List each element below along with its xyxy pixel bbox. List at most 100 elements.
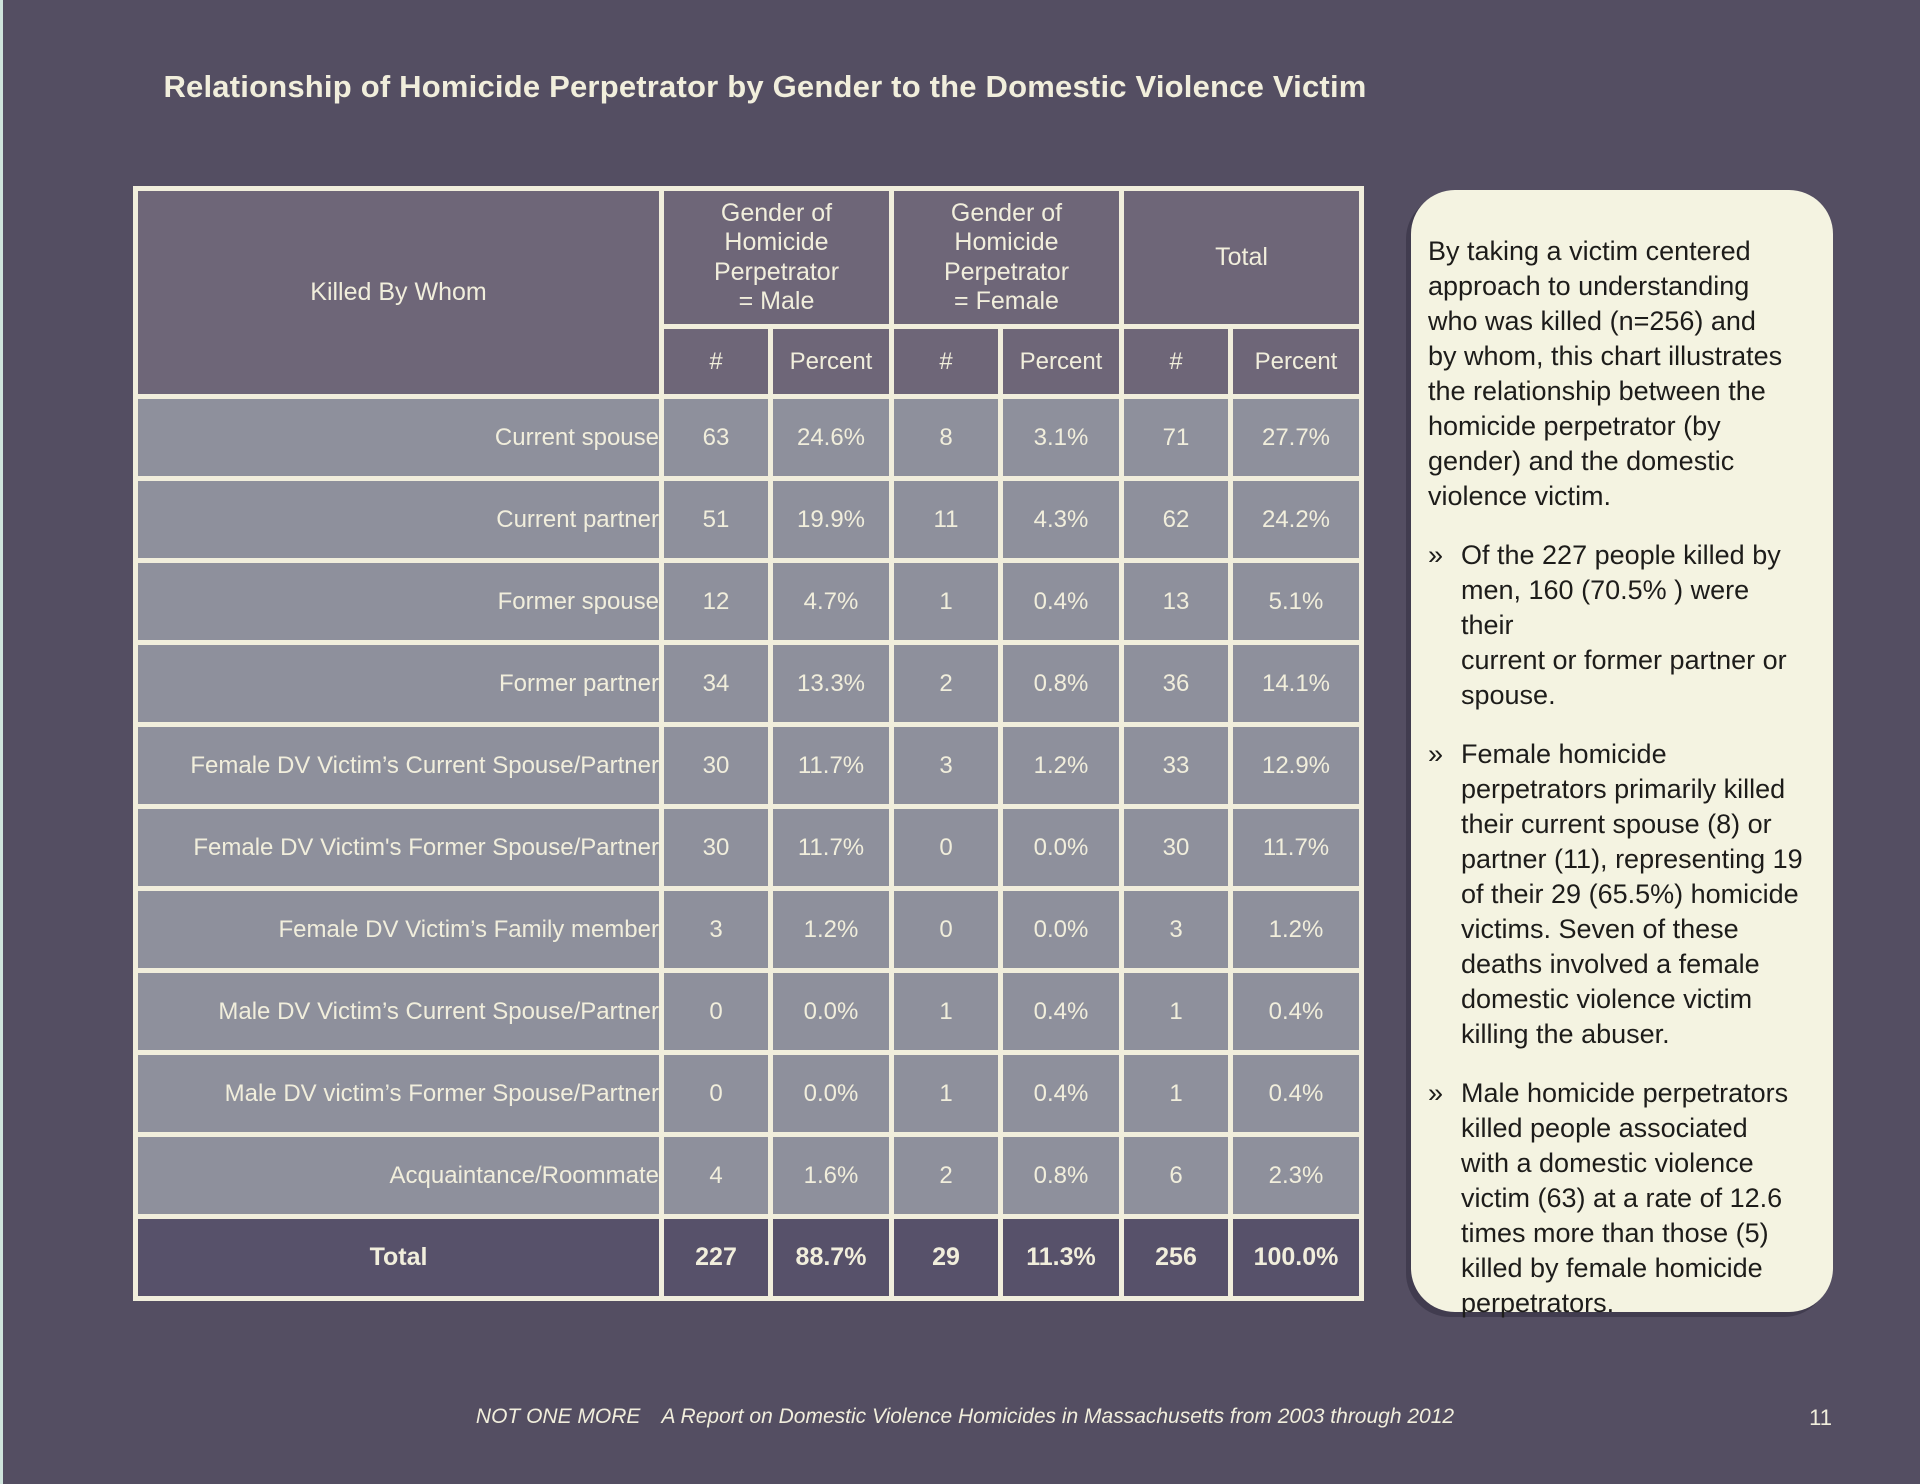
cell-male-pct: 11.7%	[768, 722, 894, 809]
table-row: Female DV Victim's Former Spouse/Partner…	[133, 804, 1364, 891]
cell-male-n: 34	[659, 640, 773, 727]
col-header-male-group: Gender of Homicide Perpetrator = Male	[659, 186, 894, 329]
cell-female-pct: 0.0%	[998, 804, 1124, 891]
row-label: Current partner	[133, 476, 664, 563]
cell-male-n: 0	[659, 1050, 773, 1137]
cell-total-pct: 2.3%	[1228, 1132, 1364, 1219]
row-label: Female DV Victim's Former Spouse/Partner	[133, 804, 664, 891]
footer-report-title: A Report on Domestic Violence Homicides …	[661, 1405, 1455, 1428]
total-label: Total	[133, 1214, 664, 1301]
cell-male-pct: 11.7%	[768, 804, 894, 891]
cell-female-pct: 0.8%	[998, 640, 1124, 727]
table-row: Former spouse 12 4.7% 1 0.4% 13 5.1%	[133, 558, 1364, 645]
cell-female-n: 3	[889, 722, 1003, 809]
cell-female-pct: 0.8%	[998, 1132, 1124, 1219]
header-sub-row: # Percent # Percent # Percent	[136, 324, 1364, 399]
cell-male-pct: 13.3%	[768, 640, 894, 727]
cell-female-n: 2	[889, 640, 1003, 727]
cell-female-n: 1	[889, 1050, 1003, 1137]
col-header-male-count: #	[659, 324, 773, 399]
cell-male-n: 30	[659, 804, 773, 891]
cell-female-pct: 0.4%	[998, 1050, 1124, 1137]
cell-female-n: 8	[889, 394, 1003, 481]
cell-male-pct: 24.6%	[768, 394, 894, 481]
cell-female-pct: 4.3%	[998, 476, 1124, 563]
header-group-row: Killed By Whom Gender of Homicide Perpet…	[133, 186, 1364, 399]
col-header-male-percent: Percent	[768, 324, 894, 399]
cell-male-n: 63	[659, 394, 773, 481]
table-row: Acquaintance/Roommate 4 1.6% 2 0.8% 6 2.…	[133, 1132, 1364, 1219]
cell-total-n: 1	[1119, 968, 1233, 1055]
cell-male-n: 51	[659, 476, 773, 563]
cell-female-pct-total: 11.3%	[998, 1214, 1124, 1301]
cell-total-pct: 11.7%	[1228, 804, 1364, 891]
cell-total-n: 71	[1119, 394, 1233, 481]
cell-total-pct: 1.2%	[1228, 886, 1364, 973]
page-title: Relationship of Homicide Perpetrator by …	[163, 68, 1367, 104]
table-row: Current partner 51 19.9% 11 4.3% 62 24.2…	[133, 476, 1364, 563]
sidebar-bullet: » Male homicide perpetrators killed peop…	[1428, 1076, 1805, 1321]
col-header-female-group: Gender of Homicide Perpetrator = Female	[889, 186, 1124, 329]
cell-total-pct: 24.2%	[1228, 476, 1364, 563]
cell-male-n-total: 227	[659, 1214, 773, 1301]
row-label: Acquaintance/Roommate	[133, 1132, 664, 1219]
table-row: Male DV victim’s Former Spouse/Partner 0…	[133, 1050, 1364, 1137]
sidebar-intro-text: By taking a victim centered approach to …	[1428, 236, 1783, 511]
cell-male-pct: 0.0%	[768, 968, 894, 1055]
sidebar-callout-panel: By taking a victim centered approach to …	[1411, 190, 1833, 1318]
cell-total-pct: 0.4%	[1228, 968, 1364, 1055]
cell-total-n: 3	[1119, 886, 1233, 973]
col-header-total-count: #	[1119, 324, 1233, 399]
cell-total-pct: 0.4%	[1228, 1050, 1364, 1137]
cell-total-n: 36	[1119, 640, 1233, 727]
cell-total-pct: 12.9%	[1228, 722, 1364, 809]
cell-male-pct: 1.2%	[768, 886, 894, 973]
cell-female-n: 11	[889, 476, 1003, 563]
cell-total-pct-total: 100.0%	[1228, 1214, 1364, 1301]
cell-male-pct: 1.6%	[768, 1132, 894, 1219]
col-header-female-count: #	[889, 324, 1003, 399]
cell-male-pct: 0.0%	[768, 1050, 894, 1137]
page-number: 11	[1809, 1405, 1832, 1430]
row-label: Male DV victim’s Former Spouse/Partner	[133, 1050, 664, 1137]
cell-female-n: 0	[889, 804, 1003, 891]
cell-male-pct: 19.9%	[768, 476, 894, 563]
bullet-marker: »	[1428, 540, 1444, 570]
row-label: Current spouse	[133, 394, 664, 481]
cell-female-n: 1	[889, 558, 1003, 645]
row-label: Former spouse	[133, 558, 664, 645]
table-row: Current spouse 63 24.6% 8 3.1% 71 27.7%	[133, 394, 1364, 481]
cell-male-n: 0	[659, 968, 773, 1055]
cell-male-pct-total: 88.7%	[768, 1214, 894, 1301]
cell-total-n: 1	[1119, 1050, 1233, 1137]
col-header-total-percent: Percent	[1228, 324, 1364, 399]
cell-female-n: 1	[889, 968, 1003, 1055]
row-label: Female DV Victim’s Family member	[133, 886, 664, 973]
cell-female-pct: 3.1%	[998, 394, 1124, 481]
footer-report-name: NOT ONE MORE	[475, 1405, 641, 1428]
cell-female-n: 0	[889, 886, 1003, 973]
cell-total-n: 13	[1119, 558, 1233, 645]
table-row: Female DV Victim’s Family member 3 1.2% …	[133, 886, 1364, 973]
cell-male-pct: 4.7%	[768, 558, 894, 645]
cell-female-pct: 0.0%	[998, 886, 1124, 973]
page-edge-strip	[0, 0, 3, 1484]
cell-female-pct: 1.2%	[998, 722, 1124, 809]
sidebar-bullet: » Of the 227 people killed by men, 160 (…	[1428, 538, 1805, 713]
col-header-killed-by-whom: Killed By Whom	[133, 186, 664, 399]
cell-female-pct: 0.4%	[998, 968, 1124, 1055]
sidebar-bullet-text: Male homicide perpetrators killed people…	[1461, 1078, 1789, 1318]
sidebar-bullet: » Female homicide perpetrators primarily…	[1428, 737, 1805, 1052]
cell-male-n: 12	[659, 558, 773, 645]
cell-total-n: 62	[1119, 476, 1233, 563]
cell-female-n-total: 29	[889, 1214, 1003, 1301]
table-row: Former partner 34 13.3% 2 0.8% 36 14.1%	[133, 640, 1364, 727]
dv-homicide-table: Killed By Whom Gender of Homicide Perpet…	[133, 186, 1364, 1301]
col-header-female-percent: Percent	[998, 324, 1124, 399]
cell-total-n-total: 256	[1119, 1214, 1233, 1301]
row-label: Male DV Victim’s Current Spouse/Partner	[133, 968, 664, 1055]
relationship-table: Killed By Whom Gender of Homicide Perpet…	[133, 186, 1364, 1301]
cell-total-n: 6	[1119, 1132, 1233, 1219]
footer: NOT ONE MORE A Report on Domestic Violen…	[135, 1405, 1795, 1429]
cell-total-pct: 27.7%	[1228, 394, 1364, 481]
